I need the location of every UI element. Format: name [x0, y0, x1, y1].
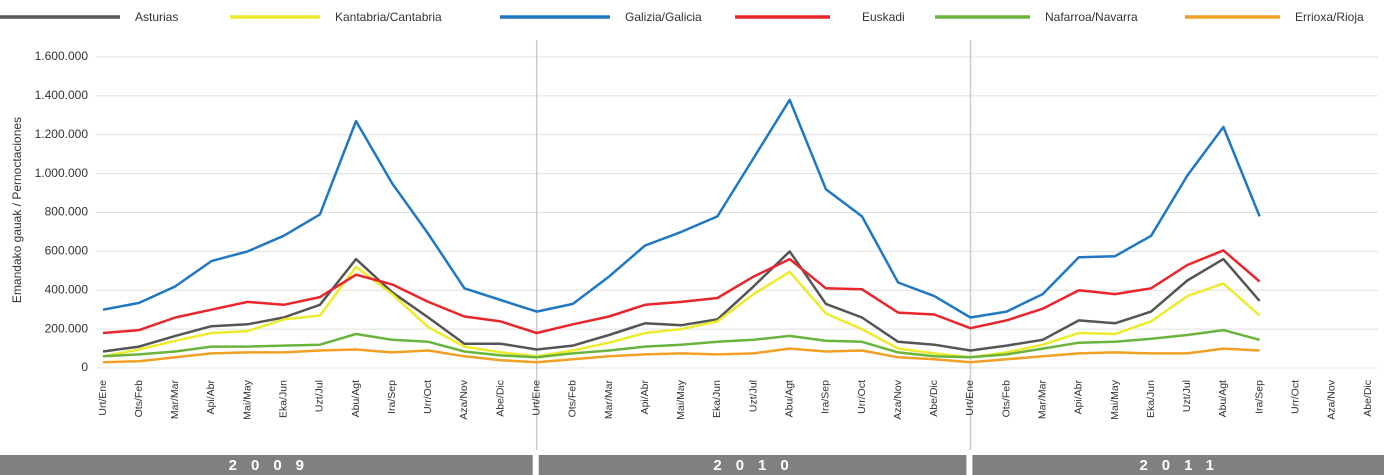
- x-tick-label: Urr/Oct: [422, 380, 434, 414]
- y-axis-label: Emandako gauak / Pernoctaciones: [10, 117, 24, 303]
- x-tick-label: Eka/Jun: [711, 380, 723, 418]
- year-label: 2010: [713, 457, 802, 474]
- series-line: [102, 249, 1261, 335]
- legend-label: Nafarroa/Navarra: [1045, 10, 1138, 24]
- x-tick-label: Uzt/Jul: [1181, 380, 1193, 412]
- legend-label: Errioxa/Rioja: [1295, 10, 1364, 24]
- x-tick-label: Urt/Ene: [964, 380, 976, 416]
- x-tick-label: Abe/Dic: [494, 380, 506, 417]
- x-tick-label: Urr/Oct: [1289, 380, 1301, 414]
- x-tick-label: Urt/Ene: [97, 380, 109, 416]
- x-tick-label: Api/Abr: [639, 380, 651, 415]
- x-tick-label: Urr/Oct: [856, 380, 868, 414]
- x-tick-label: Ots/Feb: [133, 380, 145, 418]
- x-tick-label: Aza/Nov: [892, 379, 904, 419]
- y-tick-label: 1.400.000: [35, 88, 89, 102]
- x-tick-label: Mai/May: [241, 379, 253, 419]
- x-tick-label: Abe/Dic: [928, 380, 940, 417]
- legend-label: Galizia/Galicia: [625, 10, 702, 24]
- x-tick-label: Urt/Ene: [530, 380, 542, 416]
- y-tick-label: 200.000: [45, 321, 89, 335]
- legend-label: Kantabria/Cantabria: [335, 10, 442, 24]
- x-tick-label: Mar/Mar: [603, 380, 615, 420]
- x-tick-label: Ots/Feb: [1000, 380, 1012, 418]
- y-tick-label: 1.600.000: [35, 49, 89, 63]
- x-tick-label: Abu/Agt: [783, 380, 795, 417]
- y-tick-label: 1.000.000: [35, 166, 89, 180]
- x-tick-label: Ots/Feb: [567, 380, 579, 418]
- x-tick-label: Ira/Sep: [820, 380, 832, 414]
- x-tick-label: Mai/May: [675, 379, 687, 419]
- y-tick-label: 600.000: [45, 244, 89, 258]
- year-label: 2009: [229, 457, 318, 474]
- x-tick-label: Api/Abr: [1073, 380, 1085, 415]
- year-label: 2011: [1139, 457, 1228, 474]
- x-tick-label: Ira/Sep: [386, 380, 398, 414]
- x-tick-label: Abe/Dic: [1362, 380, 1374, 417]
- x-tick-label: Aza/Nov: [1326, 379, 1338, 419]
- y-tick-label: 400.000: [45, 282, 89, 296]
- x-tick-label: Ira/Sep: [1253, 380, 1265, 414]
- x-tick-label: Eka/Jun: [277, 380, 289, 418]
- y-tick-label: 800.000: [45, 205, 89, 219]
- series-line: [102, 328, 1260, 359]
- x-tick-label: Mai/May: [1109, 379, 1121, 419]
- series-line: [102, 250, 1261, 353]
- legend-label: Asturias: [135, 10, 178, 24]
- series-line: [102, 98, 1261, 319]
- year-bar: [972, 455, 1384, 475]
- x-tick-label: Mar/Mar: [169, 380, 181, 420]
- x-tick-label: Api/Abr: [205, 380, 217, 415]
- year-bar: [538, 455, 967, 475]
- series-line: [102, 347, 1260, 364]
- x-tick-label: Eka/Jun: [1145, 380, 1157, 418]
- legend-label: Euskadi: [862, 10, 905, 24]
- series-line: [102, 265, 1261, 359]
- year-bar: [0, 455, 533, 475]
- x-tick-label: Abu/Agt: [1217, 380, 1229, 417]
- x-tick-label: Uzt/Jul: [314, 380, 326, 412]
- x-tick-label: Abu/Agt: [350, 380, 362, 417]
- x-tick-label: Uzt/Jul: [747, 380, 759, 412]
- x-tick-label: Mar/Mar: [1036, 380, 1048, 420]
- y-tick-label: 1.200.000: [35, 127, 89, 141]
- y-tick-label: 0: [81, 360, 88, 374]
- x-tick-label: Aza/Nov: [458, 379, 470, 419]
